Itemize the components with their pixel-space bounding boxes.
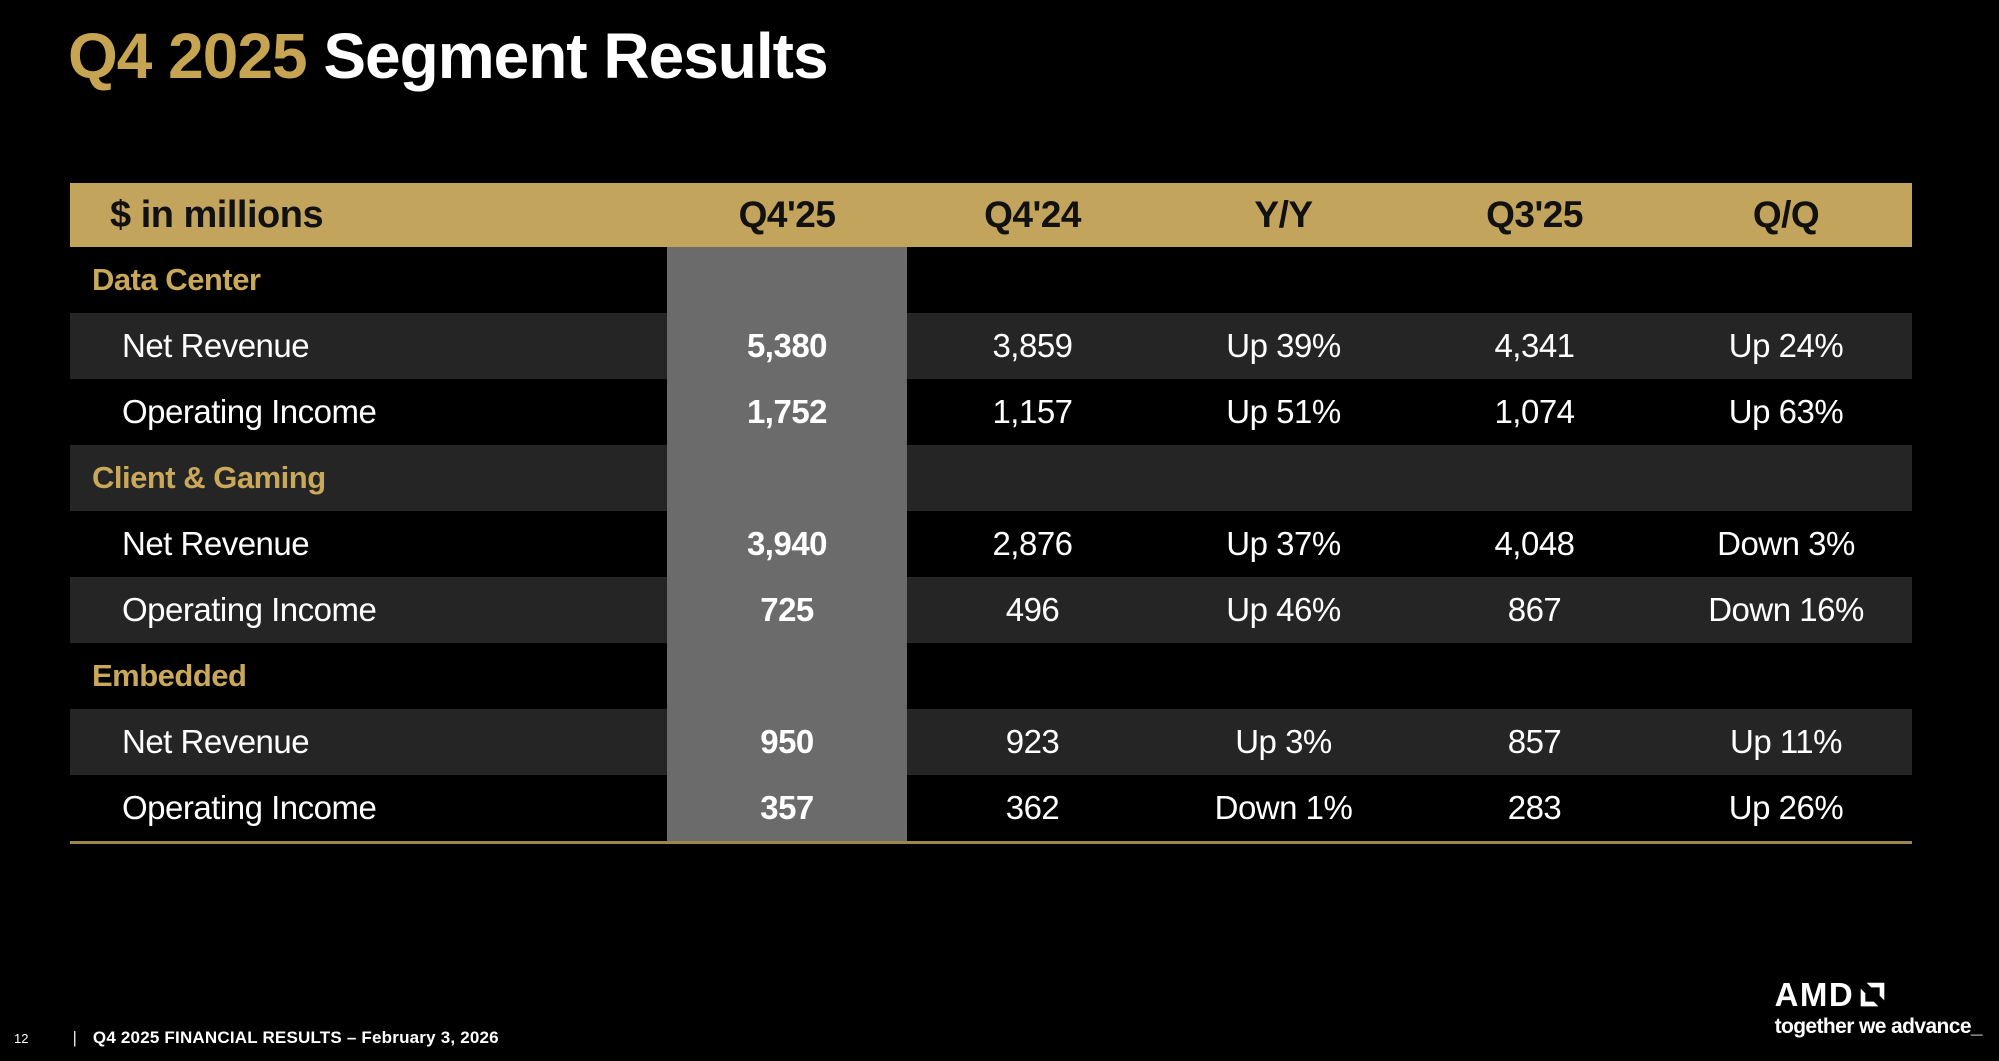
amd-arrow-icon [1860,982,1885,1007]
unit-label: $ in millions [110,193,324,236]
table-cell: 857 [1507,723,1562,760]
table-cell: Up 24% [1728,327,1844,364]
table-cell: 3,940 [667,511,907,577]
table-row: Operating Income 357 362 Down 1% 283 Up … [70,775,1912,841]
table-cell: 4,341 [1494,327,1575,364]
table-row: Net Revenue 950 923 Up 3% 857 Up 11% [70,709,1912,775]
row-label: Operating Income [122,789,377,826]
table-cell: Down 3% [1717,525,1855,562]
title-rest: Segment Results [323,20,828,92]
table-cell: 923 [1005,723,1060,760]
table-cell [667,643,907,709]
table-cell: 1,074 [1494,393,1575,430]
table-cell: 1,752 [667,379,907,445]
table-cell [1409,247,1660,313]
table-cell [1409,643,1660,709]
table-cell: Up 63% [1728,393,1844,430]
amd-logo-row: AMD [1775,978,1887,1011]
column-header-yy: Y/Y [1254,194,1313,235]
table-cell [1660,643,1912,709]
table-cell: Down 1% [1214,789,1353,826]
section-name: Client & Gaming [92,460,326,495]
table-cell: Up 11% [1730,723,1842,760]
title-highlight: Q4 2025 [68,20,308,92]
table-cell: Down 16% [1708,591,1864,628]
slide-footer: 12 | Q4 2025 FINANCIAL RESULTS – Februar… [14,1028,499,1048]
table-cell [1158,643,1409,709]
table-cell: 5,380 [667,313,907,379]
row-label: Net Revenue [122,723,310,760]
table-cell [1660,445,1912,511]
amd-wordmark: AMD [1774,976,1855,1013]
table-row: Operating Income 725 496 Up 46% 867 Down… [70,577,1912,643]
column-header-q424: Q4'24 [984,194,1081,235]
table-cell: 357 [667,775,907,841]
table-cell [667,445,907,511]
table-cell: 950 [667,709,907,775]
table-header-row: $ in millions Q4'25 Q4'24 Y/Y Q3'25 Q/Q [70,183,1912,247]
table-cell: 1,157 [992,393,1073,430]
section-row-embedded: Embedded [70,643,1912,709]
footer-separator: | [72,1028,77,1047]
table-cell: Up 46% [1226,591,1341,628]
column-header-q325: Q3'25 [1486,194,1583,235]
table-cell: Up 39% [1226,327,1341,364]
row-label: Operating Income [122,393,377,430]
section-row-client-gaming: Client & Gaming [70,445,1912,511]
table-cell [1158,445,1409,511]
table-cell [1409,445,1660,511]
table-cell [907,643,1158,709]
table-cell: 725 [667,577,907,643]
table-cell: 2,876 [992,525,1073,562]
row-label: Net Revenue [122,525,310,562]
table-cell [1660,247,1912,313]
table-cell: 3,859 [992,327,1073,364]
table-cell: Up 37% [1226,525,1341,562]
table-cell: Up 26% [1728,789,1844,826]
table-cell [907,247,1158,313]
segment-results-table: $ in millions Q4'25 Q4'24 Y/Y Q3'25 Q/Q … [70,183,1912,844]
row-label: Net Revenue [122,327,310,364]
table-row: Operating Income 1,752 1,157 Up 51% 1,07… [70,379,1912,445]
table-cell: Up 51% [1226,393,1341,430]
table-cell: 867 [1507,591,1562,628]
section-name: Embedded [92,658,247,693]
table-row: Net Revenue 3,940 2,876 Up 37% 4,048 Dow… [70,511,1912,577]
amd-tagline: together we advance_ [1774,1015,1983,1038]
table-cell: 362 [1005,789,1060,826]
table-cell: 496 [1005,591,1060,628]
table-cell [667,247,907,313]
section-row-data-center: Data Center [70,247,1912,313]
column-header-q425: Q4'25 [738,194,836,235]
page-number: 12 [14,1031,29,1046]
table-cell: 4,048 [1494,525,1575,562]
table-cell: Up 3% [1235,723,1332,760]
page-title: Q4 2025 Segment Results [68,20,829,94]
table-cell [1158,247,1409,313]
footer-text: Q4 2025 FINANCIAL RESULTS – February 3, … [92,1028,499,1047]
table-row: Net Revenue 5,380 3,859 Up 39% 4,341 Up … [70,313,1912,379]
row-label: Operating Income [122,591,377,628]
table-cell [907,445,1158,511]
amd-logo: AMD together we advance_ [1774,978,1983,1039]
section-name: Data Center [92,262,261,297]
column-header-qq: Q/Q [1752,194,1820,235]
table-cell: 283 [1507,789,1562,826]
